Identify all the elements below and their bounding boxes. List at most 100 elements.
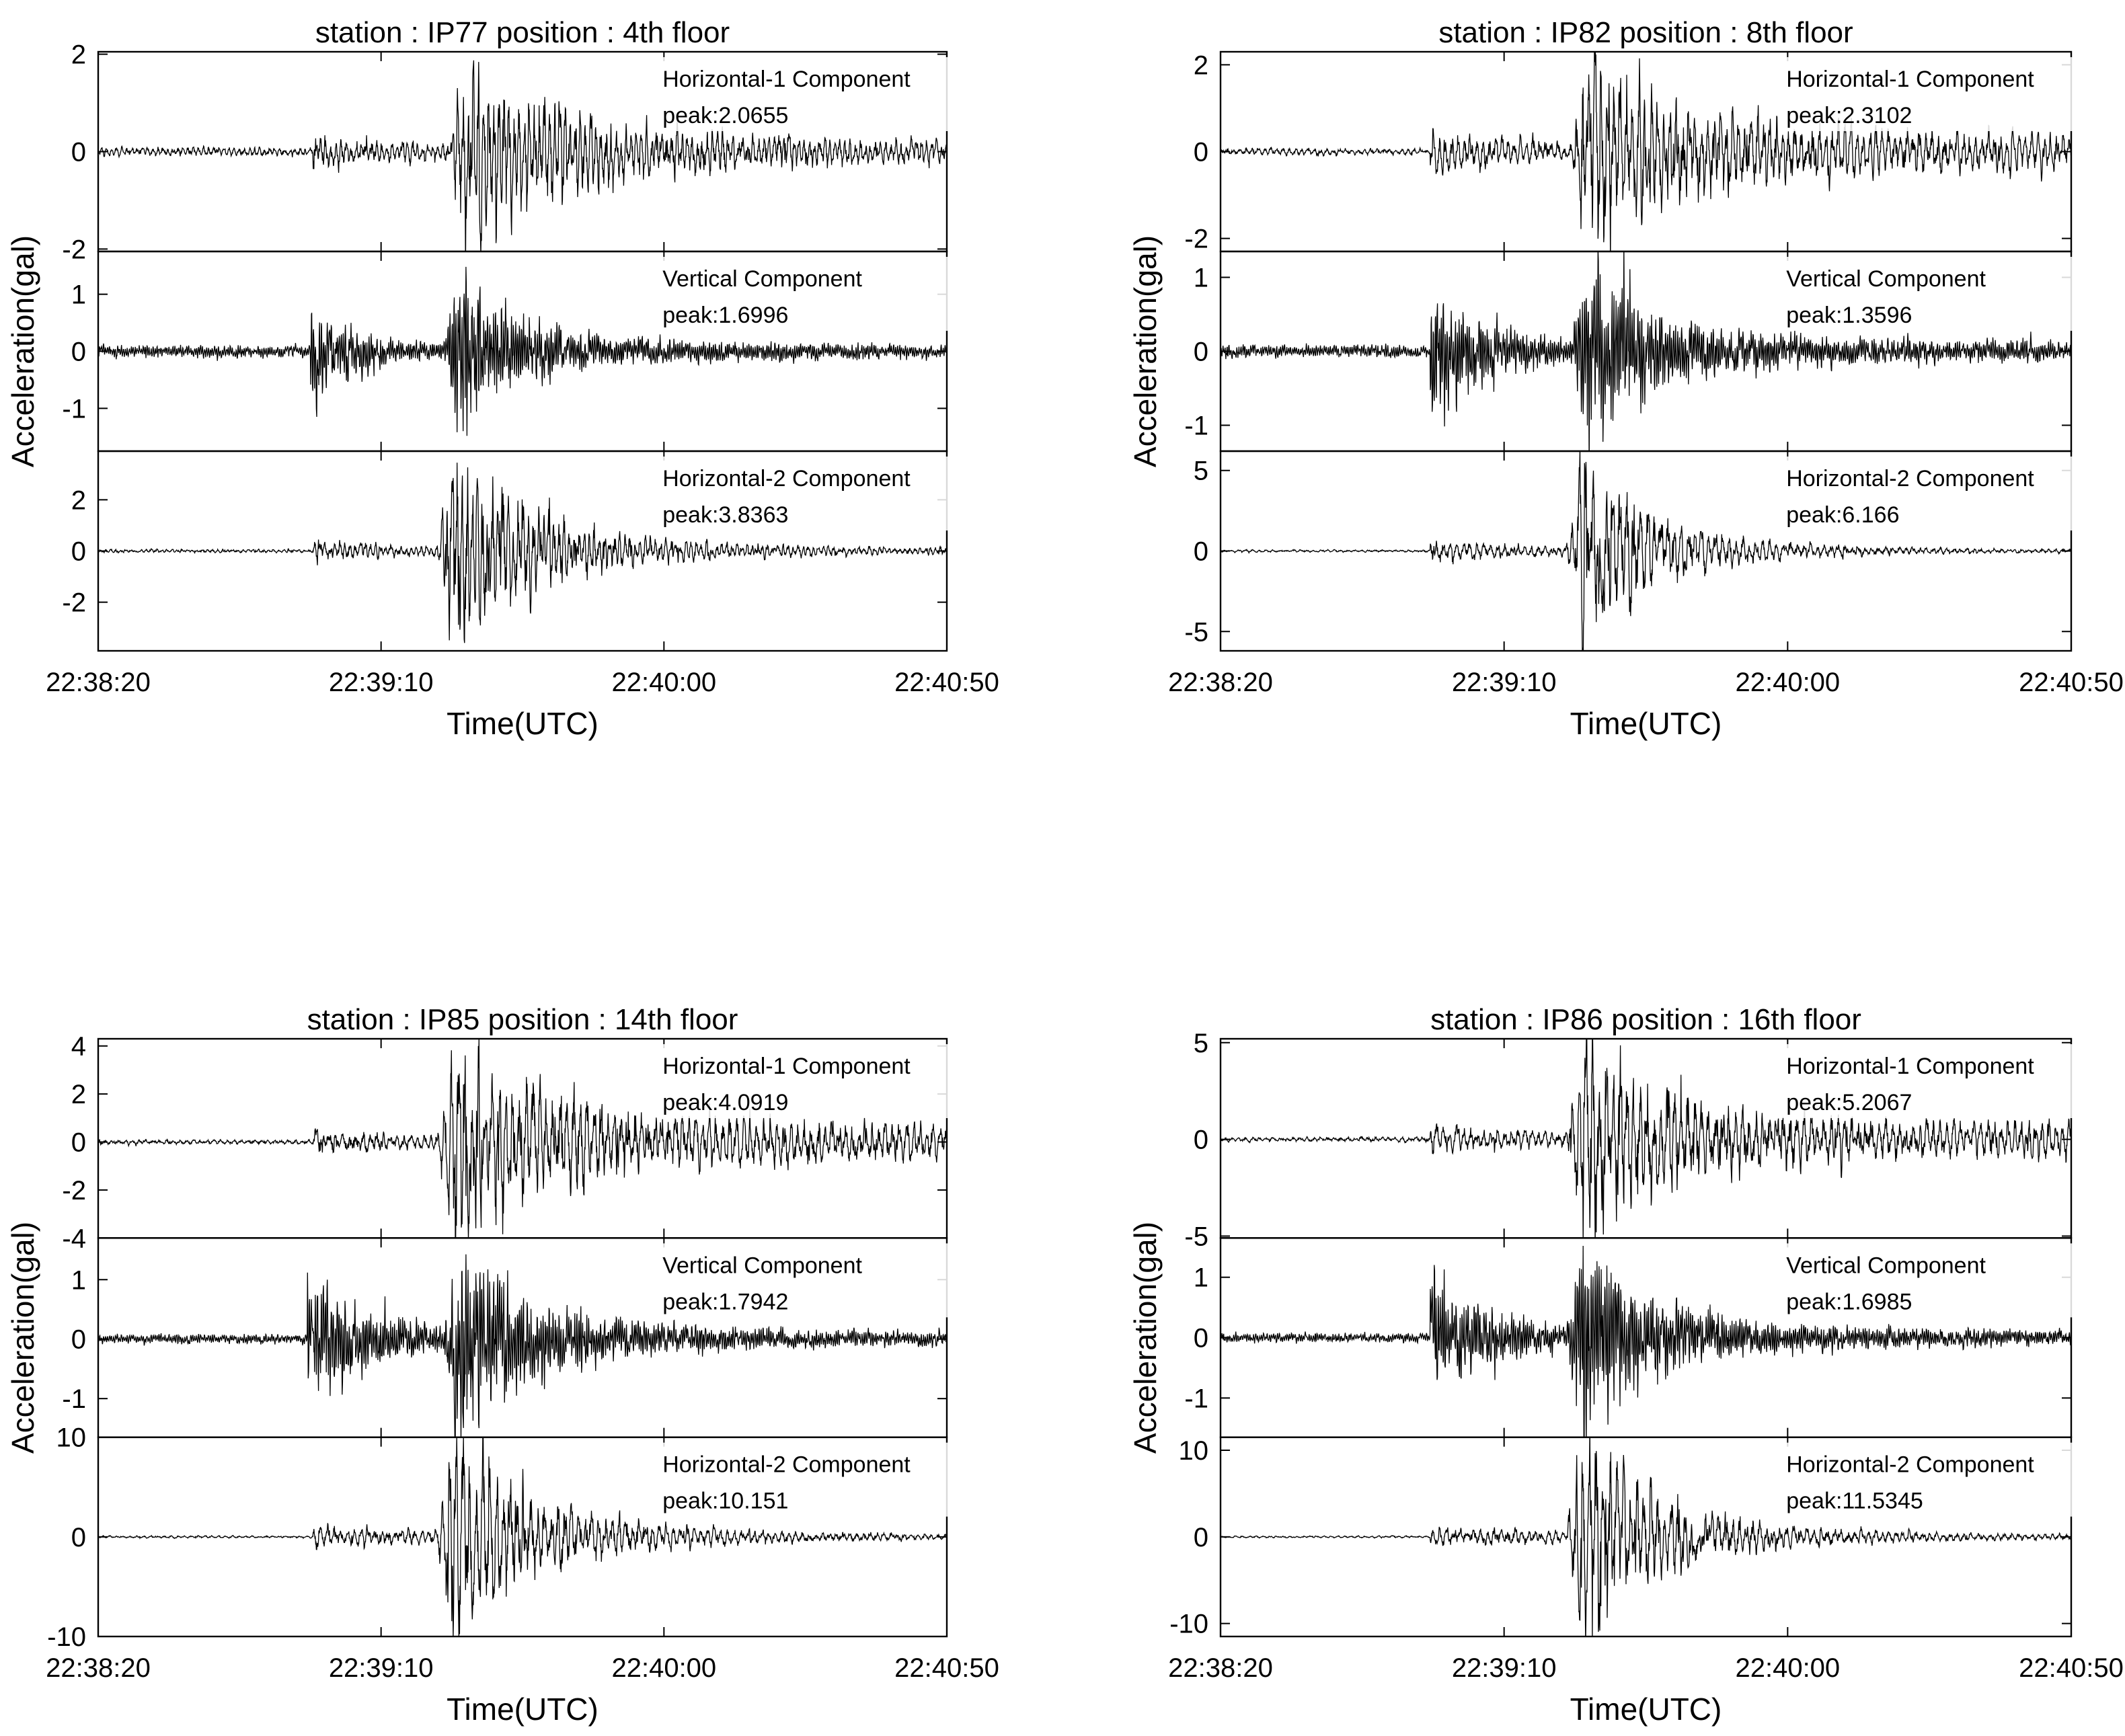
y-tick-label: 0: [71, 338, 86, 367]
component-label: Horizontal-2 Component: [662, 466, 911, 491]
y-axis-label: Acceleration(gal): [1128, 235, 1163, 467]
chart-panel-3: station : IP85 position : 14th floor -4 -2…: [5, 1003, 999, 1727]
peak-label: peak:5.2067: [1786, 1090, 1912, 1115]
waveform-trace: [1221, 1245, 2071, 1437]
y-tick-label: -1: [1184, 1384, 1208, 1413]
series-2: -1 0 1 Vertical Component peak:1.6985: [1184, 1237, 2084, 1438]
series-2: -1 0 1 Vertical Component peak:1.6996: [62, 250, 960, 452]
x-tick-label: 22:38:20: [46, 668, 151, 697]
y-tick-label: 2: [1194, 50, 1208, 80]
waveform-trace: [98, 463, 947, 643]
annotation-backdrop: [657, 457, 960, 530]
x-tick-label: 22:40:00: [611, 668, 716, 697]
component-label: Horizontal-1 Component: [1786, 67, 2034, 92]
chart-title: station : IP77 position : 4th floor: [315, 16, 730, 49]
y-tick-label: 0: [71, 537, 86, 567]
y-tick-label: 10: [56, 1423, 87, 1453]
y-tick-label: 1: [71, 280, 86, 310]
y-tick-label: 0: [1194, 1324, 1208, 1353]
x-tick-label: 22:40:50: [2019, 668, 2124, 697]
y-tick-label: -5: [1184, 617, 1208, 647]
x-tick-label: 22:40:00: [1735, 1653, 1840, 1683]
waveform-trace: [1221, 451, 2071, 651]
x-tick-label: 22:38:20: [1168, 668, 1273, 697]
y-tick-label: -1: [62, 394, 86, 424]
waveform-trace: [98, 60, 947, 251]
y-tick-label: 0: [71, 1523, 86, 1552]
y-tick-label: 10: [1179, 1436, 1209, 1466]
annotation-backdrop: [657, 57, 960, 131]
component-label: Vertical Component: [662, 1253, 862, 1278]
annotation-backdrop: [657, 1243, 960, 1318]
annotation-backdrop: [1781, 1243, 2084, 1318]
series-1: -4 -2 0 2 4 Horizontal-1 Component peak:4.0919: [62, 1032, 960, 1253]
component-label: Horizontal-2 Component: [1786, 1452, 2034, 1478]
x-tick-label: 22:39:10: [329, 1653, 434, 1683]
peak-label: peak:10.151: [662, 1489, 788, 1514]
y-tick-label: 0: [1194, 338, 1208, 367]
y-tick-label: -5: [1184, 1222, 1208, 1251]
x-axis-label: Time(UTC): [1570, 1692, 1722, 1727]
peak-label: peak:6.166: [1786, 502, 1899, 528]
component-label: Horizontal-2 Component: [1786, 466, 2034, 491]
y-tick-label: 0: [71, 138, 86, 167]
chart-title: station : IP86 position : 16th floor: [1430, 1003, 1861, 1036]
y-tick-label: -2: [1184, 225, 1208, 254]
peak-label: peak:1.6985: [1786, 1289, 1912, 1314]
y-axis-label: Acceleration(gal): [5, 1222, 40, 1454]
x-tick-label: 22:39:10: [1452, 668, 1557, 697]
x-tick-label: 22:40:50: [894, 668, 999, 697]
series-1: -5 0 5 Horizontal-1 Component peak:5.2067: [1184, 1029, 2084, 1251]
y-tick-label: 1: [1194, 1263, 1208, 1293]
waveform-trace: [1221, 251, 2071, 451]
y-tick-label: 2: [71, 485, 86, 515]
annotation-backdrop: [1781, 257, 2084, 331]
x-tick-label: 22:40:50: [2019, 1653, 2124, 1683]
y-tick-label: -1: [1184, 411, 1208, 441]
x-axis-label: Time(UTC): [1570, 706, 1722, 741]
peak-label: peak:4.0919: [662, 1090, 788, 1115]
y-tick-label: -1: [62, 1384, 86, 1414]
x-tick-label: 22:39:10: [329, 668, 434, 697]
peak-label: peak:3.8363: [662, 502, 788, 528]
series-3: -10 0 10 Horizontal-2 Component peak:11.5345: [1169, 1436, 2084, 1639]
waveform-trace: [98, 1437, 947, 1637]
peak-label: peak:1.6996: [662, 303, 788, 328]
y-tick-label: 2: [71, 1080, 86, 1109]
series-2: -1 0 1 Vertical Component peak:1.7942: [62, 1237, 960, 1438]
annotation-backdrop: [1781, 457, 2084, 530]
x-tick-label: 22:40:00: [611, 1653, 716, 1683]
y-tick-label: 0: [1194, 1523, 1208, 1552]
waveform-trace: [1221, 1039, 2071, 1238]
annotation-backdrop: [1781, 57, 2084, 131]
y-tick-label: 0: [1194, 138, 1208, 167]
component-label: Vertical Component: [662, 266, 862, 292]
chart-panel-4: station : IP86 position : 16th floor -5 0 5…: [1128, 1003, 2124, 1727]
component-label: Horizontal-1 Component: [1786, 1054, 2034, 1079]
y-tick-label: 2: [71, 40, 86, 70]
y-tick-label: 0: [1194, 1126, 1208, 1155]
waveform-trace: [1221, 52, 2071, 251]
x-tick-label: 22:38:20: [1168, 1653, 1273, 1683]
waveform-trace: [98, 266, 947, 436]
peak-label: peak:2.3102: [1786, 103, 1912, 128]
annotation-backdrop: [657, 1044, 960, 1118]
x-tick-label: 22:39:10: [1452, 1653, 1557, 1683]
x-tick-label: 22:38:20: [46, 1653, 151, 1683]
series-1: -2 0 2 Horizontal-1 Component peak:2.0655: [62, 40, 960, 264]
component-label: Vertical Component: [1786, 266, 1986, 292]
peak-label: peak:1.7942: [662, 1289, 788, 1314]
y-tick-label: 0: [71, 1325, 86, 1355]
y-tick-label: 0: [1194, 537, 1208, 567]
waveform-trace: [1221, 1437, 2071, 1637]
y-tick-label: 1: [71, 1265, 86, 1295]
series-3: -2 0 2 Horizontal-2 Component peak:3.8363: [62, 450, 960, 652]
y-tick-label: 4: [71, 1032, 86, 1062]
peak-label: peak:2.0655: [662, 103, 788, 128]
peak-label: peak:1.3596: [1786, 303, 1912, 328]
y-tick-label: -4: [62, 1224, 86, 1253]
y-tick-label: -2: [62, 1176, 86, 1206]
y-tick-label: 0: [71, 1128, 86, 1158]
x-tick-label: 22:40:50: [894, 1653, 999, 1683]
